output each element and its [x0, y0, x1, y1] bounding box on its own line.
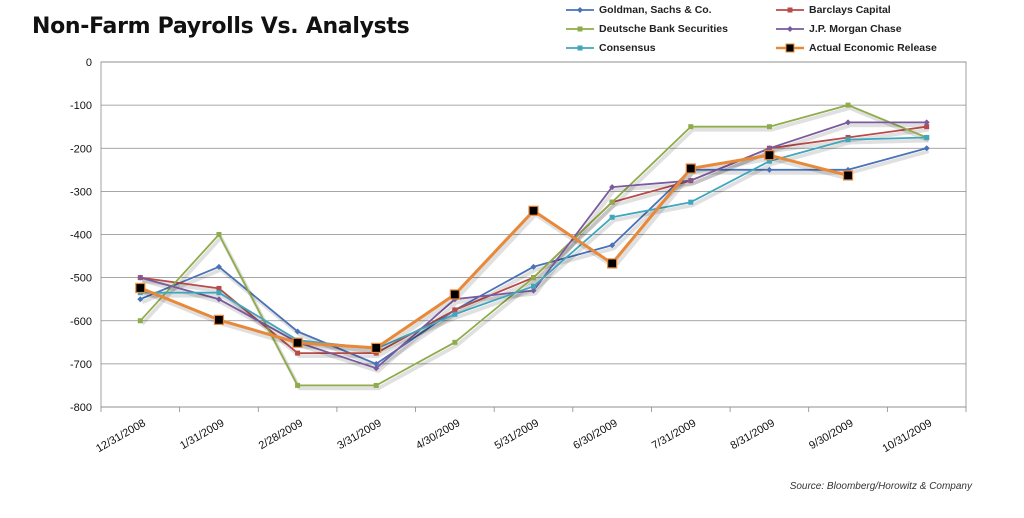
- data-point-j-p-morgan-chase: [923, 119, 930, 126]
- data-point-deutsche-bank-securities: [373, 382, 379, 388]
- data-point-consensus: [766, 158, 772, 164]
- data-point-actual-economic-release: [292, 337, 303, 348]
- data-point-deutsche-bank-securities: [609, 199, 615, 205]
- data-point-j-p-morgan-chase: [687, 177, 694, 184]
- data-point-actual-economic-release: [842, 170, 854, 181]
- y-tick-label: -500: [70, 273, 92, 285]
- x-tick-label: 6/30/2009: [571, 417, 619, 452]
- data-point-consensus: [216, 290, 222, 296]
- data-point-deutsche-bank-securities: [688, 124, 694, 130]
- data-point-actual-economic-release: [528, 205, 539, 216]
- data-point-deutsche-bank-securities: [216, 232, 222, 237]
- data-point-goldman-sachs-co: [609, 242, 616, 249]
- data-point-goldman-sachs-co: [923, 145, 930, 152]
- legend-label: J.P. Morgan Chase: [809, 23, 902, 35]
- series-shadow-goldman-sachs-co: [141, 149, 930, 369]
- data-point-actual-economic-release: [685, 163, 696, 174]
- data-point-deutsche-bank-securities: [845, 102, 851, 108]
- legend-label: Consensus: [599, 42, 656, 54]
- x-tick-label: 8/31/2009: [729, 417, 777, 452]
- data-point-actual-economic-release: [135, 282, 146, 294]
- data-point-deutsche-bank-securities: [531, 275, 536, 281]
- data-point-consensus: [452, 311, 458, 317]
- x-tick-label: 2/28/2009: [257, 417, 305, 452]
- data-point-goldman-sachs-co: [766, 166, 773, 173]
- data-point-j-p-morgan-chase: [530, 287, 537, 294]
- x-tick-label: 4/30/2009: [414, 417, 462, 452]
- y-tick-label: -200: [70, 143, 92, 155]
- legend-item: Actual Economic Release: [775, 40, 937, 56]
- series-line-actual-economic-release: [139, 153, 849, 350]
- x-tick-label: 1/31/2009: [178, 417, 226, 452]
- data-point-barclays-capital: [216, 285, 222, 291]
- legend-item: Deutsche Bank Securities: [565, 21, 728, 37]
- x-tick-label: 12/31/2008: [94, 417, 148, 455]
- data-point-consensus: [924, 134, 930, 140]
- source-note: Source: Bloomberg/Horowitz & Company: [789, 481, 972, 492]
- data-point-goldman-sachs-co: [137, 296, 144, 303]
- y-tick-label: -400: [70, 230, 92, 242]
- y-tick-label: -800: [70, 402, 92, 414]
- x-tick-label: 7/31/2009: [650, 417, 698, 452]
- data-point-deutsche-bank-securities: [766, 124, 772, 130]
- x-tick-label: 3/31/2009: [335, 417, 383, 452]
- data-point-deutsche-bank-securities: [137, 318, 143, 324]
- y-tick-label: -700: [70, 359, 92, 371]
- legend-swatch-icon: [566, 26, 594, 32]
- y-tick-label: -600: [70, 316, 92, 328]
- data-point-j-p-morgan-chase: [609, 184, 616, 191]
- y-tick-label: -100: [70, 100, 92, 112]
- data-point-deutsche-bank-securities: [295, 382, 301, 388]
- data-point-barclays-capital: [452, 307, 458, 313]
- legend-item: J.P. Morgan Chase: [775, 21, 902, 37]
- data-point-goldman-sachs-co: [215, 263, 222, 270]
- data-point-barclays-capital: [295, 350, 301, 356]
- data-point-actual-economic-release: [371, 342, 382, 354]
- data-point-j-p-morgan-chase: [373, 365, 380, 372]
- data-point-actual-economic-release: [213, 314, 225, 325]
- data-point-j-p-morgan-chase: [137, 274, 144, 281]
- series-shadow-actual-economic-release: [141, 155, 851, 354]
- legend-item: Barclays Capital: [775, 2, 891, 18]
- data-point-deutsche-bank-securities: [452, 339, 458, 345]
- legend-swatch-icon: [776, 7, 804, 13]
- chart-title: Non-Farm Payrolls Vs. Analysts: [32, 14, 410, 39]
- series-shadow-consensus: [142, 138, 929, 354]
- data-point-consensus: [531, 283, 536, 289]
- legend-label: Deutsche Bank Securities: [599, 23, 728, 35]
- y-tick-label: 0: [86, 57, 92, 69]
- data-point-consensus: [609, 214, 615, 220]
- legend-label: Goldman, Sachs & Co.: [599, 4, 712, 16]
- data-point-goldman-sachs-co: [294, 328, 301, 335]
- data-point-goldman-sachs-co: [530, 263, 537, 270]
- legend-item: Goldman, Sachs & Co.: [565, 2, 712, 18]
- data-point-j-p-morgan-chase: [215, 296, 222, 303]
- legend-item: Consensus: [565, 40, 656, 56]
- legend-swatch-icon: [566, 7, 594, 13]
- data-point-actual-economic-release: [607, 258, 618, 269]
- data-point-barclays-capital: [373, 350, 379, 356]
- legend-swatch-icon: [776, 26, 804, 32]
- x-tick-label: 9/30/2009: [807, 417, 855, 452]
- data-point-consensus: [845, 137, 851, 143]
- data-point-consensus: [688, 199, 694, 205]
- data-point-actual-economic-release: [764, 150, 775, 161]
- plot-area: [100, 61, 967, 408]
- legend-swatch-icon: [566, 45, 594, 51]
- legend-swatch-icon: [776, 43, 804, 53]
- data-point-j-p-morgan-chase: [845, 119, 852, 126]
- data-point-j-p-morgan-chase: [766, 145, 773, 152]
- x-tick-label: 5/31/2009: [493, 417, 541, 452]
- legend-label: Actual Economic Release: [809, 42, 937, 54]
- data-point-barclays-capital: [924, 124, 930, 130]
- data-point-actual-economic-release: [449, 289, 460, 300]
- legend-label: Barclays Capital: [809, 4, 891, 16]
- y-tick-label: -300: [70, 186, 92, 198]
- series-shadow-j-p-morgan-chase: [141, 123, 929, 374]
- x-tick-label: 10/31/2009: [880, 417, 934, 455]
- data-point-goldman-sachs-co: [373, 360, 380, 367]
